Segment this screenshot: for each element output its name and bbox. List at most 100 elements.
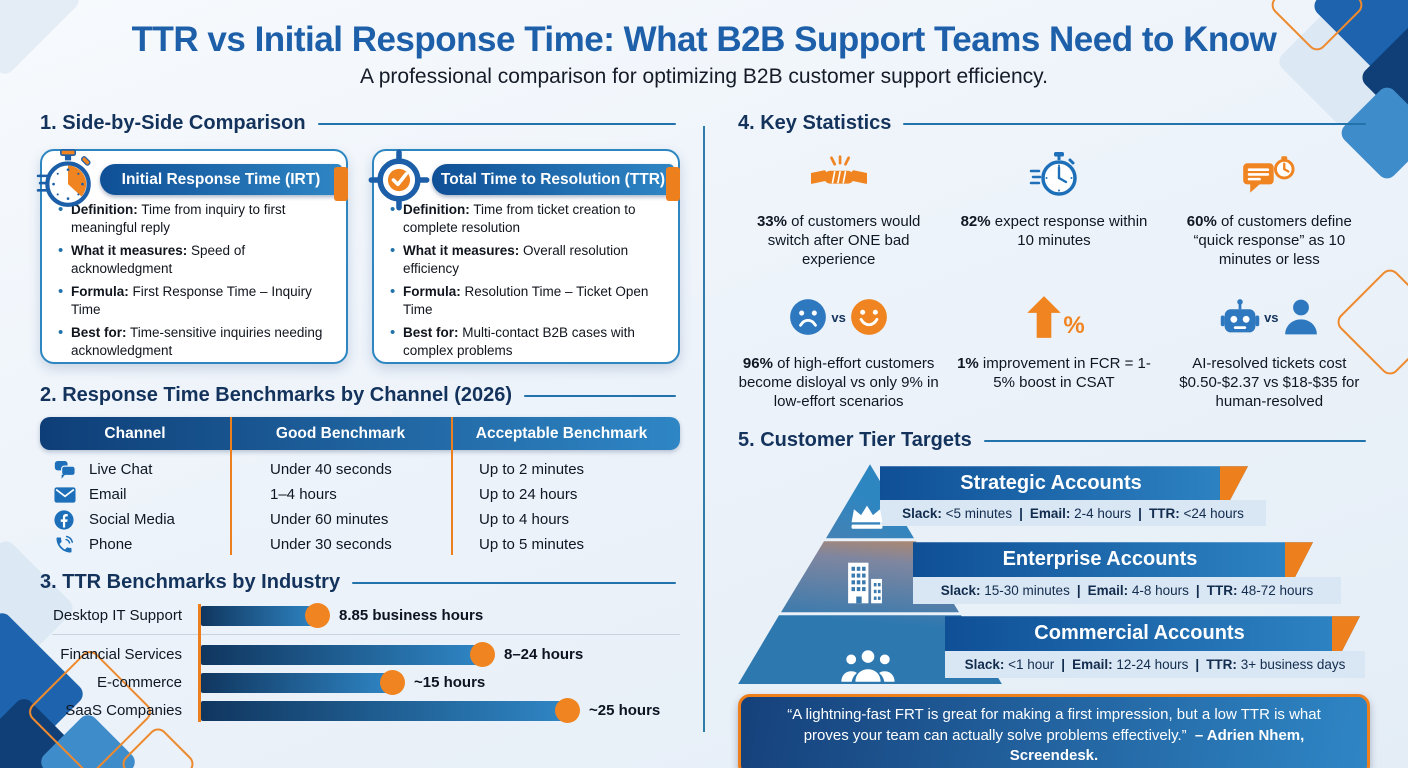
chart-category-label: Financial Services bbox=[60, 646, 182, 663]
chart-row: E-commerce ~15 hours bbox=[40, 669, 680, 696]
table-cell: Up to 2 minutes bbox=[479, 461, 585, 478]
table-cell: Under 60 minutes bbox=[270, 511, 389, 528]
stat-item: 60% of customers define “quick response”… bbox=[1169, 147, 1370, 269]
chart-row: SaaS Companies ~25 hours bbox=[40, 697, 680, 724]
bar-value-label: 8.85 business hours bbox=[339, 607, 484, 624]
stat-item: % 1% improvement in FCR = 1-5% boost in … bbox=[953, 289, 1154, 411]
stat-item: vs 96% of high-effort customers become d… bbox=[738, 289, 939, 411]
people-icon bbox=[841, 650, 895, 683]
table-row-channel: Email bbox=[40, 482, 230, 507]
human-icon bbox=[1284, 299, 1317, 335]
bullet: What it measures: Overall resolution eff… bbox=[390, 241, 668, 277]
percent-glyph: % bbox=[1063, 312, 1085, 340]
column-separator bbox=[451, 417, 453, 555]
bar-end-dot bbox=[470, 642, 495, 667]
bar-value-label: ~25 hours bbox=[589, 702, 661, 719]
sad-face-icon bbox=[790, 299, 827, 336]
crown-icon bbox=[851, 505, 883, 530]
column-header: Good Benchmark bbox=[275, 424, 406, 442]
chart-category-label: Desktop IT Support bbox=[53, 607, 182, 624]
stopwatch-icon bbox=[36, 149, 91, 207]
bullet: Formula: First Response Time – Inquiry T… bbox=[58, 282, 336, 318]
chat-timer-icon bbox=[1243, 156, 1295, 193]
header: TTR vs Initial Response Time: What B2B S… bbox=[0, 20, 1408, 89]
tier-title-enterprise: Enterprise Accounts bbox=[913, 542, 1313, 577]
heading-rule bbox=[903, 122, 1366, 125]
phone-icon bbox=[54, 535, 78, 555]
table-header-row: Channel Good Benchmark Acceptable Benchm… bbox=[40, 417, 680, 450]
bar bbox=[201, 672, 394, 693]
vs-label: vs bbox=[1264, 309, 1279, 325]
bar bbox=[201, 605, 319, 626]
chart-axis bbox=[198, 604, 201, 722]
section-heading-tiers: 5. Customer Tier Targets bbox=[738, 429, 1370, 452]
stopwatch-speed-icon bbox=[1029, 152, 1077, 196]
table-cell: Up to 4 hours bbox=[479, 511, 570, 528]
irt-card: Initial Response Time (IRT) Definition: … bbox=[36, 149, 348, 364]
chart-category-label: SaaS Companies bbox=[65, 702, 182, 719]
bullet: What it measures: Speed of acknowledgmen… bbox=[58, 241, 336, 277]
table-row-channel: Live Chat bbox=[40, 457, 230, 482]
chart-category-label: E-commerce bbox=[96, 674, 182, 691]
column-separator bbox=[230, 417, 232, 555]
table-row-channel: Social Media bbox=[40, 507, 230, 532]
stat-item: 33% of customers would switch after ONE … bbox=[738, 147, 939, 269]
column-header: Acceptable Benchmark bbox=[475, 424, 648, 442]
bullet: Best for: Multi-contact B2B cases with c… bbox=[390, 323, 668, 359]
customer-tier-pyramid: Strategic Accounts Slack: <5 minutes | E… bbox=[738, 462, 1370, 685]
page-subtitle: A professional comparison for optimizing… bbox=[360, 65, 1048, 88]
industry-bar-chart: Desktop IT Support 8.85 business hours F… bbox=[40, 602, 680, 724]
bar-value-label: ~15 hours bbox=[414, 674, 486, 691]
page-title: TTR vs Initial Response Time: What B2B S… bbox=[131, 20, 1277, 59]
bullet: Formula: Resolution Time – Ticket Open T… bbox=[390, 282, 668, 318]
table-header-band bbox=[40, 417, 680, 450]
key-statistics-grid: 33% of customers would switch after ONE … bbox=[738, 147, 1370, 411]
facebook-icon bbox=[54, 509, 78, 530]
quote-banner: “A lightning-fast FRT is great for makin… bbox=[738, 694, 1370, 768]
envelope-icon bbox=[54, 485, 78, 505]
quote-text: “A lightning-fast FRT is great for makin… bbox=[787, 706, 1321, 744]
heading-rule bbox=[317, 122, 676, 125]
column-divider bbox=[703, 126, 705, 732]
quote-attribution: – Adrien Nhem, Screendesk. bbox=[1009, 726, 1305, 764]
arrow-percent-icon bbox=[1027, 296, 1062, 339]
irt-bullet-list: Definition: Time from inquiry to first m… bbox=[58, 200, 336, 359]
heading-rule bbox=[983, 439, 1366, 442]
table-cell: Under 30 seconds bbox=[270, 536, 392, 553]
table-row-channel: Phone bbox=[40, 532, 230, 557]
heading-rule bbox=[524, 394, 676, 397]
section-heading-benchmarks: 2. Response Time Benchmarks by Channel (… bbox=[40, 384, 680, 407]
chart-divider bbox=[52, 634, 680, 635]
section-heading-stats: 4. Key Statistics bbox=[738, 112, 1370, 135]
table-cell: Up to 24 hours bbox=[479, 486, 578, 503]
chat-bubbles-icon bbox=[54, 460, 78, 480]
left-column: 1. Side-by-Side Comparison bbox=[36, 112, 680, 725]
handshake-icon bbox=[810, 155, 867, 184]
vs-label: vs bbox=[831, 309, 846, 325]
comparison-cards: Initial Response Time (IRT) Definition: … bbox=[36, 149, 680, 364]
tier-details-commercial: Slack: <1 hour | Email: 12-24 hours | TT… bbox=[945, 651, 1365, 679]
irt-card-title: Initial Response Time (IRT) bbox=[100, 164, 348, 201]
tier-details-enterprise: Slack: 15-30 minutes | Email: 4-8 hours … bbox=[913, 577, 1341, 605]
table-cell: Under 40 seconds bbox=[270, 461, 392, 478]
bar-end-dot bbox=[305, 603, 330, 628]
target-check-icon bbox=[368, 149, 430, 211]
ttr-card-title: Total Time to Resolution (TTR) bbox=[432, 164, 680, 201]
bar-value-label: 8–24 hours bbox=[504, 646, 584, 663]
bullet: Best for: Time-sensitive inquiries needi… bbox=[58, 323, 336, 359]
right-column: 4. Key Statistics bbox=[738, 112, 1370, 768]
building-icon bbox=[848, 562, 882, 604]
stat-item: 82% expect response within 10 minutes bbox=[953, 147, 1154, 269]
robot-icon bbox=[1220, 299, 1260, 333]
bullet: Definition: Time from ticket creation to… bbox=[390, 200, 668, 236]
ttr-bullet-list: Definition: Time from ticket creation to… bbox=[390, 200, 668, 359]
happy-face-icon bbox=[850, 299, 887, 336]
tier-details-strategic: Slack: <5 minutes | Email: 2-4 hours | T… bbox=[880, 500, 1266, 527]
heading-rule bbox=[352, 581, 676, 584]
section-heading-industry: 3. TTR Benchmarks by Industry bbox=[40, 571, 680, 594]
tier-title-commercial: Commercial Accounts bbox=[945, 616, 1360, 651]
section-heading-comparison: 1. Side-by-Side Comparison bbox=[40, 112, 680, 135]
bar-end-dot bbox=[380, 670, 405, 695]
chart-row: Desktop IT Support 8.85 business hours bbox=[40, 602, 680, 629]
